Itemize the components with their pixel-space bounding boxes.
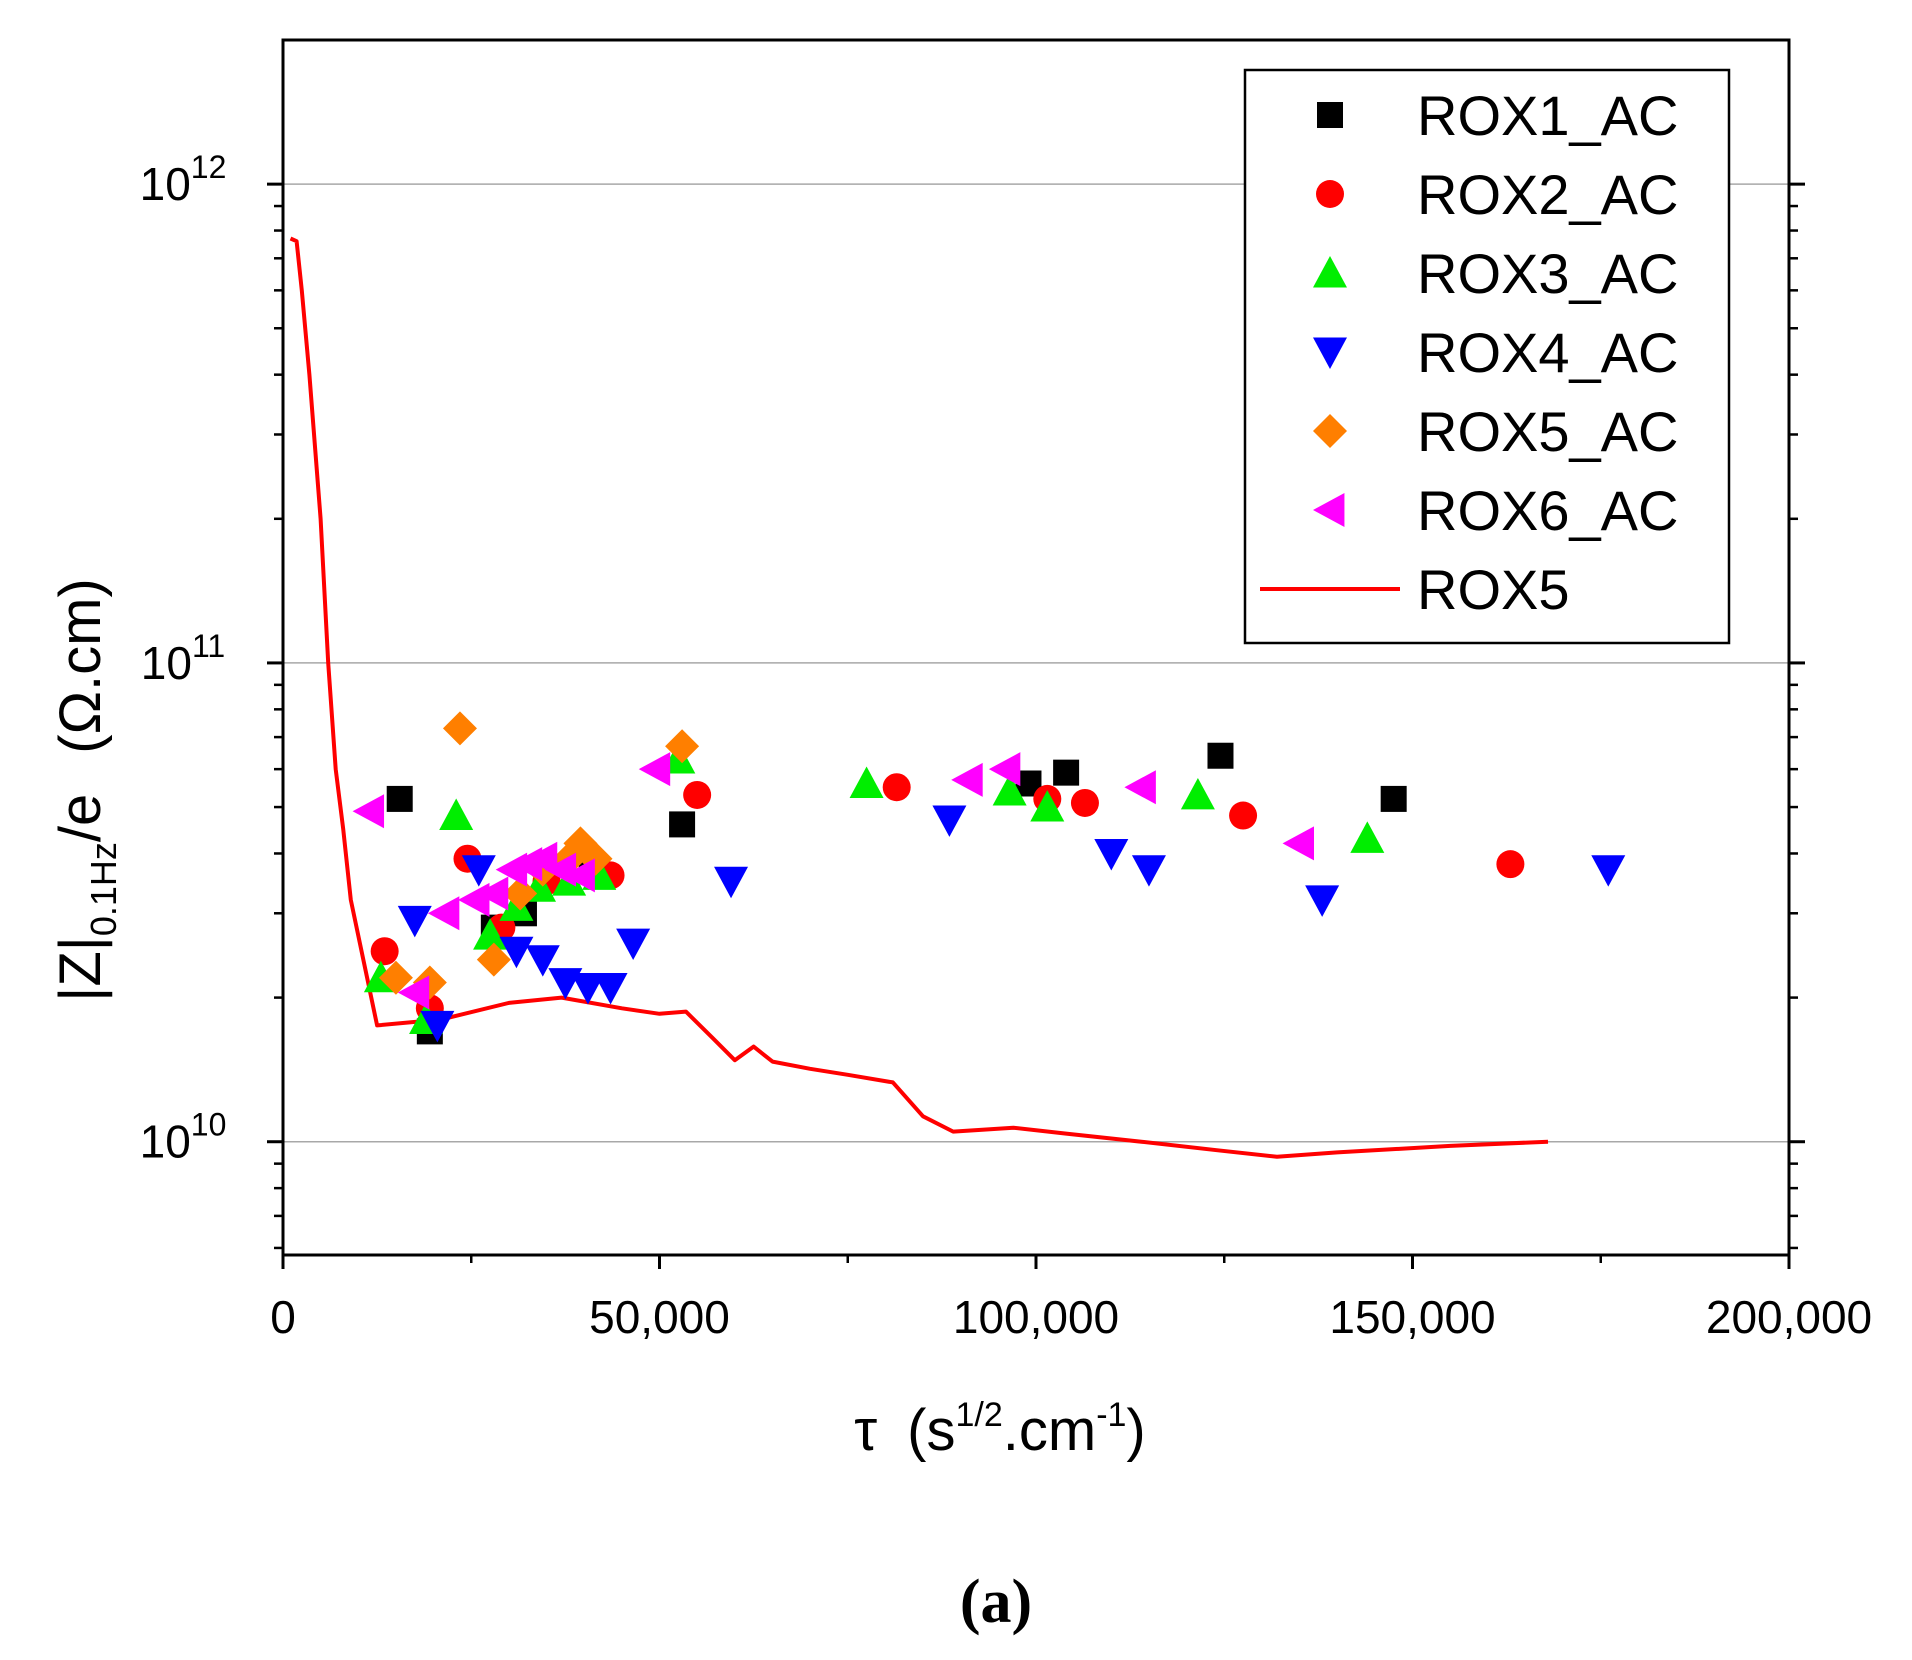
data-point-rox1-ac [1053, 759, 1080, 786]
data-point-rox2-ac [882, 773, 911, 802]
x-axis-symbol: τ [854, 1398, 877, 1463]
x-tick-label: 50,000 [589, 1291, 730, 1343]
data-point-rox1-ac [1380, 785, 1407, 812]
data-point-rox3-ac [473, 918, 508, 950]
data-point-rox6-ac [427, 896, 460, 931]
data-point-rox4-ac [570, 973, 605, 1005]
data-point-rox5-ac [378, 960, 413, 995]
data-point-rox3-ac [1180, 777, 1215, 810]
line-series-group [289, 236, 1549, 1159]
x-axis-unit-close: ) [1126, 1398, 1145, 1463]
data-point-rox2-ac [1070, 788, 1099, 817]
x-tick-label: 200,000 [1706, 1291, 1872, 1343]
data-point-rox4-ac [1094, 839, 1129, 871]
legend-label-rox5: ROX5 [1417, 558, 1570, 621]
data-point-rox4-ac [714, 866, 749, 899]
axis-ticks [267, 182, 1805, 1269]
y-axis-subscript: 0.1Hz [83, 842, 124, 936]
legend: ROX1_AC ROX2_AC ROX3_AC ROX4_AC ROX5_AC ROX6_… [1243, 68, 1731, 645]
x-axis-unit-mid: .cm [1003, 1398, 1096, 1463]
data-point-rox4-ac [397, 905, 432, 938]
legend-swatch-rox5-ac [1313, 414, 1347, 448]
data-point-rox4-ac [932, 805, 967, 837]
y-tick-base: 10 [141, 637, 192, 689]
data-point-rox4-ac [593, 973, 628, 1005]
data-point-rox2-ac [370, 937, 399, 966]
data-point-rox6-ac [476, 876, 509, 911]
data-point-rox3-ac [439, 798, 474, 831]
legend-swatch-rox1-ac [1317, 102, 1343, 128]
data-point-rox5-ac [503, 876, 538, 911]
data-point-rox6-ac [544, 852, 577, 887]
x-tick-label: 100,000 [953, 1291, 1119, 1343]
data-point-rox1-ac [386, 785, 413, 812]
data-point-rox6-ac [458, 882, 490, 917]
data-point-rox6-ac [988, 752, 1021, 787]
legend-swatch-rox3-ac [1313, 256, 1347, 288]
legend-swatch-rox6-ac [1313, 493, 1345, 527]
data-point-rox1-ac [669, 811, 696, 838]
y-axis-symbol: |Z| [48, 936, 113, 1002]
data-point-rox6-ac [951, 762, 983, 797]
data-point-rox5-ac [665, 729, 700, 764]
data-point-rox4-ac [461, 855, 496, 887]
data-point-rox4-ac [525, 945, 560, 977]
y-axis-title: |Z|0.1Hz/e (Ω.cm) [48, 578, 124, 1001]
data-point-rox3-ac [1030, 790, 1065, 822]
legend-label-rox2-ac: ROX2_AC [1417, 163, 1678, 226]
data-point-rox4-ac [1305, 885, 1340, 917]
data-point-rox4-ac [499, 936, 534, 969]
y-axis-unit: (Ω.cm) [48, 578, 113, 753]
x-axis-title: τ (s1/2.cm-1) [854, 1396, 1146, 1463]
y-tick-exponent: 10 [191, 1107, 227, 1143]
data-point-rox3-ac [992, 774, 1027, 806]
data-point-rox3-ac [849, 766, 884, 798]
data-point-rox4-ac [616, 928, 651, 961]
panel-label: (a) [960, 1568, 1032, 1636]
y-tick-exponent: 12 [191, 149, 227, 185]
y-tick-exponent: 11 [192, 628, 225, 664]
y-tick-label: 1012 [140, 149, 227, 210]
legend-label-rox6-ac: ROX6_AC [1417, 479, 1678, 542]
data-point-rox4-ac [1131, 855, 1166, 887]
data-point-rox3-ac [1350, 821, 1385, 853]
data-point-rox2-ac [1496, 850, 1525, 879]
x-axis-unit-open: (s [907, 1398, 955, 1463]
x-axis-unit-sup2: -1 [1096, 1396, 1126, 1434]
data-point-rox6-ac [563, 858, 595, 893]
legend-label-rox1-ac: ROX1_AC [1417, 84, 1678, 147]
series-line-rox5 [289, 236, 1549, 1159]
legend-label-rox3-ac: ROX3_AC [1417, 242, 1678, 305]
data-point-rox4-ac [420, 1010, 455, 1043]
data-point-rox6-ac [1124, 770, 1156, 805]
x-axis-unit-sup1: 1/2 [955, 1396, 1002, 1434]
data-point-rox2-ac [1229, 801, 1258, 830]
data-point-rox6-ac [397, 975, 430, 1010]
legend-label-rox4-ac: ROX4_AC [1417, 321, 1678, 384]
y-tick-base: 10 [140, 158, 191, 210]
legend-swatch-rox2-ac [1316, 180, 1344, 208]
data-point-rox6-ac [352, 794, 385, 829]
data-point-rox2-ac [683, 780, 712, 809]
x-tick-label: 150,000 [1329, 1291, 1495, 1343]
marker-series-group [352, 711, 1626, 1045]
data-point-rox5-ac [442, 711, 477, 746]
data-point-rox6-ac [1282, 826, 1314, 861]
y-tick-base: 10 [140, 1116, 191, 1168]
data-point-rox4-ac [1591, 855, 1626, 887]
data-point-rox5-ac [476, 942, 511, 977]
y-axis-label-rest: /e [48, 794, 113, 842]
y-tick-label: 1011 [141, 628, 225, 689]
y-tick-label: 1010 [140, 1107, 227, 1168]
x-tick-label: 0 [270, 1291, 296, 1343]
data-point-rox6-ac [638, 752, 671, 787]
data-point-rox1-ac [1207, 742, 1234, 769]
legend-label-rox5-ac: ROX5_AC [1417, 400, 1678, 463]
legend-swatch-rox4-ac [1313, 337, 1347, 369]
